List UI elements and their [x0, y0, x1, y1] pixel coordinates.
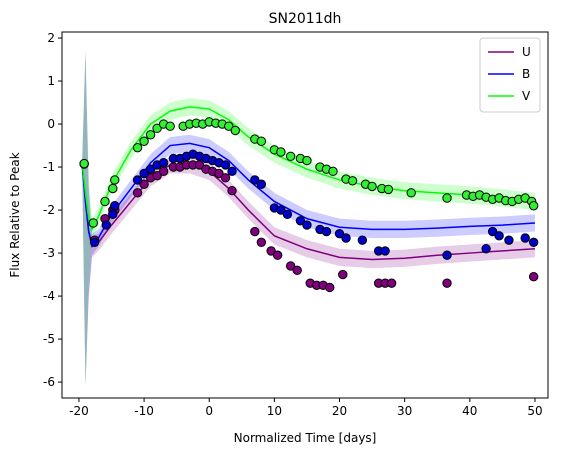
observation-point	[266, 246, 276, 256]
observation-point	[321, 226, 332, 237]
y-tick-label: -6	[43, 375, 55, 389]
observation-point	[139, 168, 149, 179]
observation-point	[250, 226, 260, 237]
observation-point	[132, 188, 143, 198]
observation-point	[328, 166, 338, 177]
observation-point	[158, 158, 169, 168]
chart-title: SN2011dh	[269, 11, 342, 27]
observation-point	[357, 235, 368, 245]
observation-point	[165, 121, 175, 131]
observation-point	[442, 278, 452, 288]
y-tick-label: -5	[43, 332, 55, 346]
observation-point	[108, 183, 118, 194]
observation-point	[139, 136, 149, 146]
observation-point	[528, 237, 539, 248]
observation-point	[302, 220, 312, 230]
observation-point	[380, 246, 390, 256]
observation-point	[442, 193, 452, 203]
observation-point	[108, 209, 118, 220]
x-tick-label: 20	[332, 404, 347, 418]
y-tick-label: -3	[43, 246, 55, 260]
observation-point	[383, 184, 394, 195]
observation-point	[214, 168, 224, 179]
observation-point	[367, 181, 377, 192]
legend-label: U	[522, 45, 531, 59]
observation-point	[528, 272, 539, 282]
y-tick-label: -4	[43, 289, 55, 303]
x-tick-label: -20	[69, 404, 89, 418]
observation-point	[295, 216, 306, 226]
observation-point	[110, 175, 120, 185]
observation-point	[256, 179, 267, 189]
observation-point	[386, 278, 397, 288]
observation-point	[152, 170, 162, 181]
y-tick-label: -1	[43, 160, 55, 174]
observation-point	[272, 250, 283, 260]
x-tick-label: 10	[267, 404, 282, 418]
observation-point	[220, 160, 231, 170]
observation-point	[406, 188, 416, 198]
observation-point	[79, 158, 89, 169]
observation-point	[256, 136, 267, 146]
observation-point	[224, 121, 234, 131]
observation-point	[145, 164, 156, 174]
observation-point	[220, 173, 231, 183]
x-tick-label: 40	[462, 404, 477, 418]
observation-point	[325, 282, 335, 293]
observation-point	[292, 265, 302, 275]
x-tick-label: 0	[205, 404, 213, 418]
observation-point	[101, 220, 112, 230]
observation-point	[282, 209, 293, 220]
legend-label: V	[522, 89, 531, 103]
observation-point	[528, 201, 539, 211]
observation-point	[100, 196, 110, 207]
x-tick-label: 30	[397, 404, 412, 418]
observation-point	[341, 233, 351, 243]
y-tick-label: 1	[47, 74, 55, 88]
y-tick-label: 2	[47, 31, 55, 45]
observation-point	[110, 201, 120, 211]
observation-point	[487, 226, 498, 237]
observation-point	[334, 229, 345, 239]
legend-box	[479, 37, 541, 113]
observation-point	[442, 250, 452, 260]
observation-point	[227, 166, 237, 177]
y-tick-label: 0	[47, 117, 55, 131]
observation-point	[132, 175, 143, 185]
observation-point	[276, 147, 286, 157]
y-axis-label: Flux Relative to Peak	[8, 152, 22, 277]
plot-frame	[61, 31, 549, 399]
observation-point	[250, 175, 260, 185]
x-tick-label: 50	[527, 404, 542, 418]
observation-point	[152, 123, 162, 134]
observation-point	[276, 205, 286, 215]
observation-point	[285, 261, 296, 271]
observation-point	[158, 166, 169, 177]
observation-point	[481, 244, 491, 254]
x-axis-label: Normalized Time [days]	[234, 431, 377, 445]
observation-point	[338, 269, 348, 280]
observation-point	[89, 237, 100, 248]
observation-point	[256, 237, 267, 248]
observation-point	[494, 231, 504, 241]
observation-point	[230, 125, 240, 136]
observation-point	[139, 179, 149, 189]
observation-point	[347, 176, 358, 186]
y-tick-label: -2	[43, 203, 55, 217]
observation-point	[285, 151, 296, 161]
observation-point	[302, 155, 312, 166]
legend-label: B	[522, 67, 530, 81]
observation-point	[520, 233, 530, 243]
observation-point	[132, 142, 143, 153]
observation-point	[88, 218, 98, 228]
observation-point	[145, 130, 156, 140]
observation-point	[227, 186, 237, 196]
plot-area	[79, 50, 539, 387]
x-tick-label: -10	[134, 404, 154, 418]
observation-point	[504, 235, 514, 245]
